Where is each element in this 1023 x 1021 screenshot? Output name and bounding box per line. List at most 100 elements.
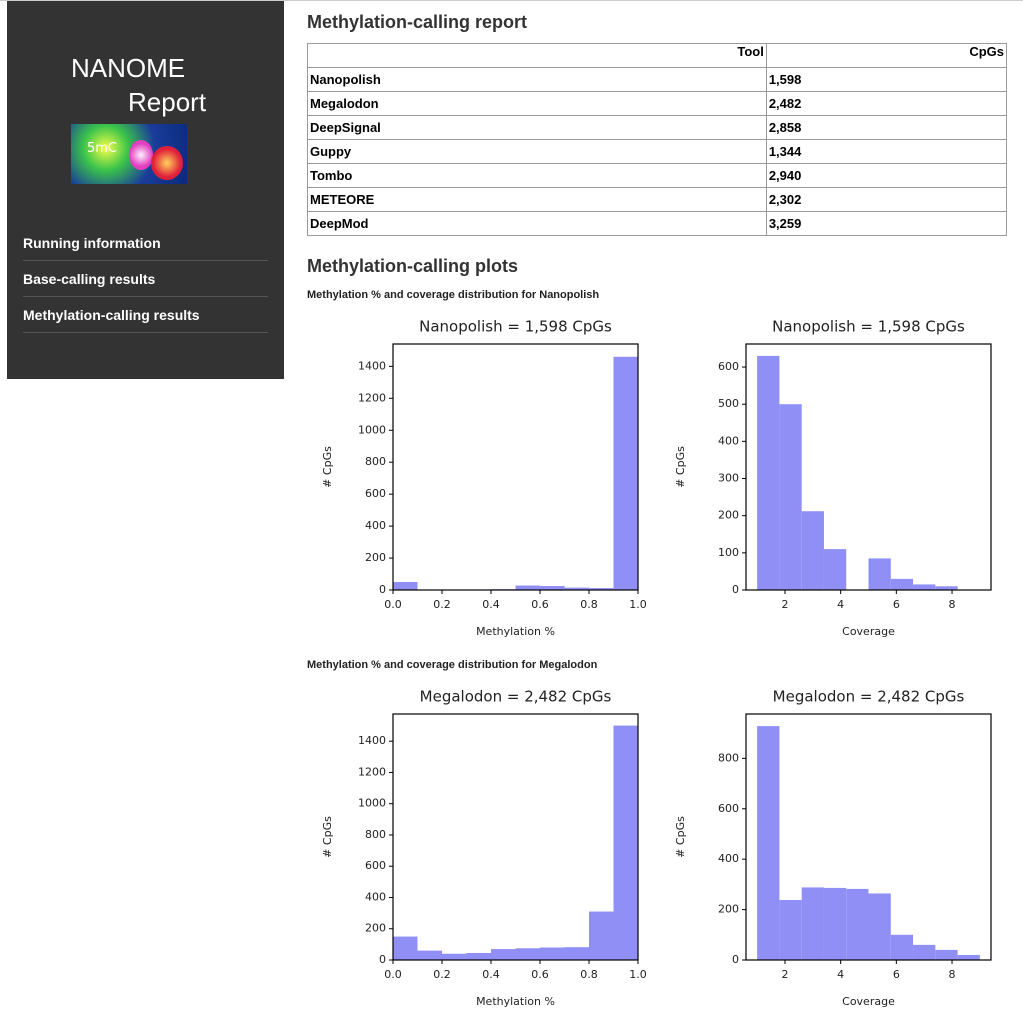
y-axis-label: # CpGs [321, 446, 334, 488]
plot-frame [393, 344, 638, 590]
column-header: Tool [308, 44, 767, 68]
bar [935, 950, 957, 960]
bar [418, 951, 443, 960]
bar [614, 357, 639, 590]
bar [442, 954, 467, 960]
y-tick-label: 0 [379, 953, 386, 966]
caption: Methylation % and coverage distribution … [307, 289, 599, 301]
bar [913, 945, 935, 960]
x-tick-label: 6 [893, 968, 900, 981]
y-tick-label: 600 [365, 859, 386, 872]
bar [913, 584, 935, 590]
y-tick-label: 200 [365, 551, 386, 564]
table-cell: 1,344 [766, 140, 1006, 164]
table-cell: Megalodon [308, 92, 767, 116]
brand: NANOME [71, 53, 185, 84]
nav-link[interactable]: Methylation-calling results [23, 297, 268, 333]
bar [846, 889, 868, 960]
table-cell: 2,858 [766, 116, 1006, 140]
bar [614, 726, 639, 960]
x-tick-label: 0.8 [580, 598, 598, 611]
x-tick-label: 8 [949, 968, 956, 981]
table-cell: DeepMod [308, 212, 767, 236]
column-header: CpGs [766, 44, 1006, 68]
brand-sub: Report [128, 87, 206, 118]
bar [869, 558, 891, 590]
bar [393, 937, 418, 960]
y-tick-label: 400 [718, 434, 739, 447]
bar [891, 579, 913, 590]
y-tick-label: 400 [718, 852, 739, 865]
bar [802, 511, 824, 590]
bar [869, 893, 891, 960]
section-title: Methylation-calling plots [307, 256, 518, 277]
x-tick-label: 0.2 [433, 968, 451, 981]
y-tick-label: 0 [732, 583, 739, 596]
x-tick-label: 1.0 [629, 968, 647, 981]
x-tick-label: 0.6 [531, 968, 549, 981]
y-tick-label: 0 [379, 583, 386, 596]
sidebar: NANOME Report 5mC Running information Ba… [7, 1, 284, 379]
y-tick-label: 200 [718, 509, 739, 522]
x-tick-label: 8 [949, 598, 956, 611]
y-tick-label: 800 [718, 751, 739, 764]
x-tick-label: 0.8 [580, 968, 598, 981]
x-tick-label: 0.0 [384, 598, 402, 611]
y-tick-label: 1000 [358, 423, 386, 436]
x-tick-label: 1.0 [629, 598, 647, 611]
bar [589, 912, 614, 960]
x-tick-label: 0.4 [482, 968, 500, 981]
table-cell: 3,259 [766, 212, 1006, 236]
y-tick-label: 100 [718, 546, 739, 559]
bar [891, 935, 913, 960]
chart-title: Nanopolish = 1,598 CpGs [419, 318, 612, 336]
chart-title: Megalodon = 2,482 CpGs [773, 688, 965, 706]
y-tick-label: 400 [365, 890, 386, 903]
y-tick-label: 400 [365, 519, 386, 532]
table-cell: 2,940 [766, 164, 1006, 188]
bar [757, 356, 779, 590]
table-cell: Guppy [308, 140, 767, 164]
y-axis-label: # CpGs [321, 816, 334, 858]
y-tick-label: 1400 [358, 734, 386, 747]
logo: 5mC [71, 124, 187, 184]
x-tick-label: 4 [837, 598, 844, 611]
nav-link[interactable]: Running information [23, 225, 268, 261]
caption: Methylation % and coverage distribution … [307, 659, 597, 671]
y-tick-label: 600 [718, 802, 739, 815]
bar [540, 947, 565, 960]
bar [757, 726, 779, 960]
x-tick-label: 0.0 [384, 968, 402, 981]
bar [824, 549, 846, 590]
bar [491, 949, 516, 960]
page: NANOME Report 5mC Running information Ba… [0, 0, 1023, 924]
table-cell: 1,598 [766, 68, 1006, 92]
table-cell: DeepSignal [308, 116, 767, 140]
nav: Running information Base-calling results… [23, 225, 268, 333]
y-axis-label: # CpGs [674, 816, 687, 858]
x-axis-label: Methylation % [476, 995, 555, 1008]
y-tick-label: 800 [365, 828, 386, 841]
bar [958, 955, 980, 960]
x-tick-label: 6 [893, 598, 900, 611]
y-tick-label: 800 [365, 455, 386, 468]
bar [393, 582, 418, 590]
x-tick-label: 0.4 [482, 598, 500, 611]
bar [779, 404, 801, 590]
y-axis-label: # CpGs [674, 446, 687, 488]
logo-text: 5mC [87, 141, 117, 156]
bar [779, 900, 801, 960]
chart-title: Megalodon = 2,482 CpGs [420, 688, 612, 706]
nav-link[interactable]: Base-calling results [23, 261, 268, 297]
